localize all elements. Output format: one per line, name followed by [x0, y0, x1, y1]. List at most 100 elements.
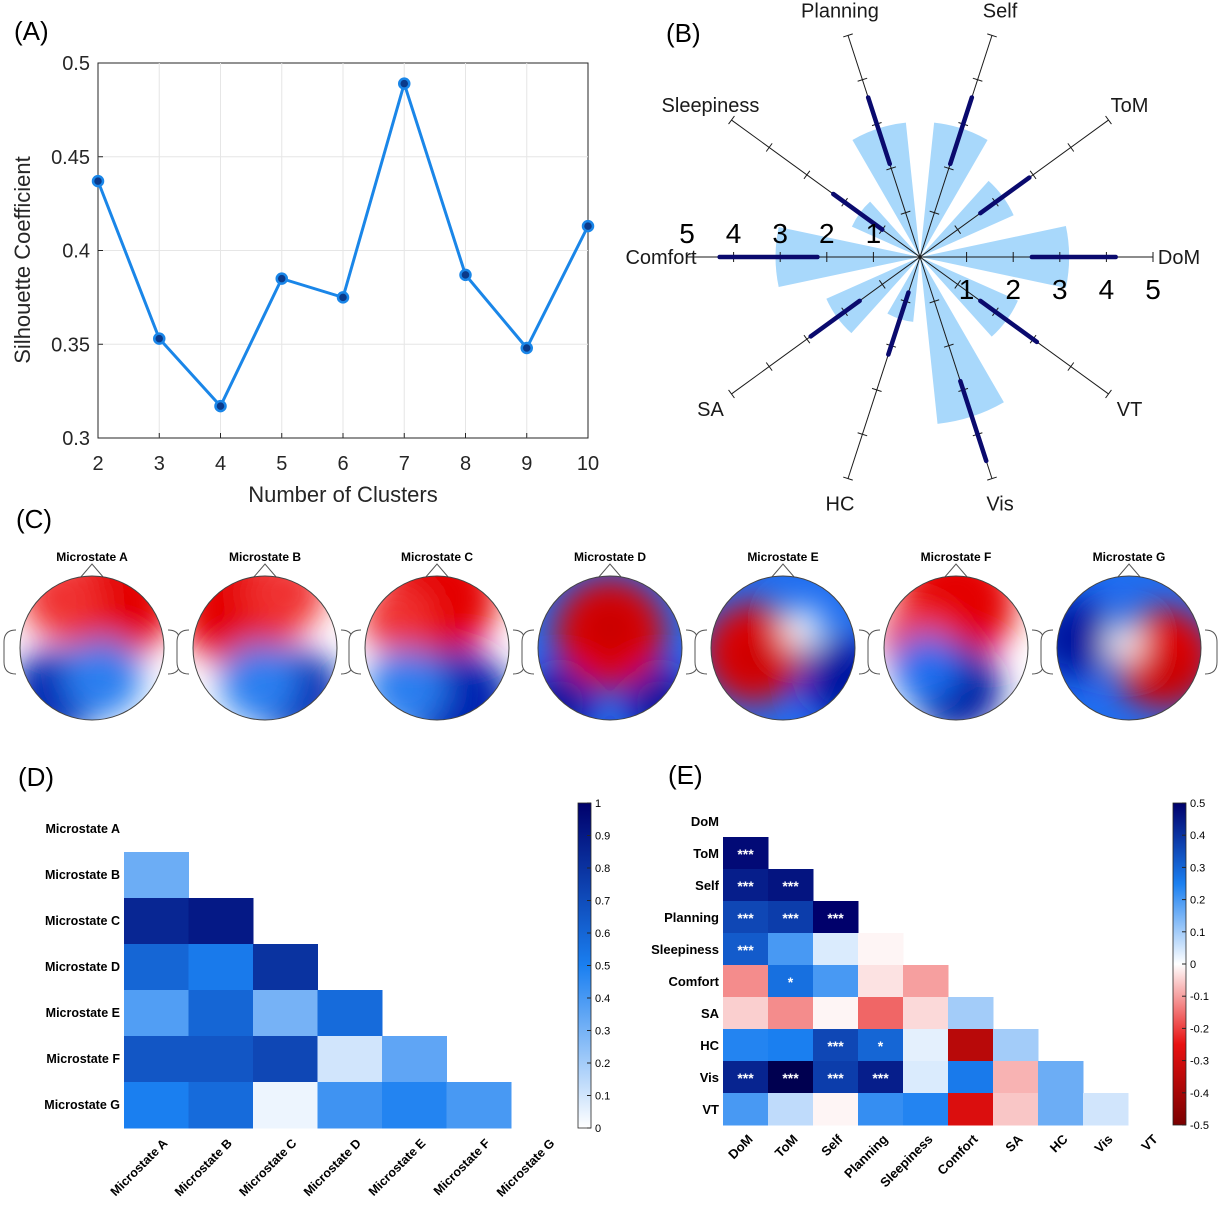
y-tick-label: 0.3 — [62, 428, 90, 450]
heatmap-cell — [813, 1061, 859, 1094]
radial-tick — [1105, 389, 1112, 399]
heatmap-cell — [858, 933, 904, 966]
radial-tick — [857, 77, 868, 82]
column-label: VT — [1138, 1131, 1160, 1153]
data-point — [581, 219, 595, 233]
heatmap-cell — [188, 944, 254, 991]
significance-marker: *** — [782, 878, 799, 894]
heatmap-cell — [813, 997, 859, 1030]
category-label: ToM — [1111, 95, 1149, 117]
row-label: DoM — [691, 814, 719, 829]
x-tick-label: 2 — [92, 453, 103, 475]
colorbar-tick-label: 0.1 — [595, 1091, 610, 1103]
ear-left — [1040, 629, 1054, 675]
heatmap-cell — [124, 944, 189, 991]
category-label: Comfort — [625, 247, 697, 269]
heatmap-cell — [993, 1029, 1039, 1062]
heatmap-cell — [723, 965, 769, 998]
heatmap-cell — [723, 869, 769, 902]
significance-marker: * — [788, 974, 794, 990]
error-bar — [865, 95, 893, 167]
topomap-blob — [220, 643, 300, 720]
column-label: SA — [1002, 1131, 1026, 1155]
heatmap-cell — [858, 997, 904, 1030]
x-tick-label: 7 — [399, 453, 410, 475]
radial-tick-label: 2 — [819, 218, 835, 249]
column-label: Microstate F — [431, 1136, 493, 1198]
topomap — [3, 563, 181, 721]
polar-rating-chart: DoM ToM Self Planning Sleepiness Comfort SA HC V… — [625, 1, 1200, 516]
significance-marker: * — [878, 1038, 884, 1054]
column-label: ToM — [772, 1132, 801, 1161]
significance-marker: *** — [827, 1038, 844, 1054]
significance-marker: *** — [782, 1070, 799, 1086]
y-tick-label: 0.4 — [62, 241, 90, 263]
radial-tick-label: 4 — [726, 218, 742, 249]
column-label: HC — [1047, 1131, 1071, 1155]
radial-tick — [765, 143, 773, 152]
row-label: VT — [702, 1102, 719, 1117]
heatmap-cell — [903, 1093, 949, 1126]
radial-tick — [803, 334, 811, 344]
heatmap-cell — [382, 1082, 447, 1129]
x-tick-label: 6 — [337, 453, 348, 475]
row-label: Planning — [664, 910, 719, 925]
heatmap-cell — [723, 901, 769, 934]
column-label: Microstate A — [108, 1136, 171, 1199]
radial-tick — [765, 362, 773, 371]
radial-tick — [1029, 170, 1037, 180]
significance-marker: *** — [782, 910, 799, 926]
significance-marker: *** — [737, 846, 754, 862]
row-label: Microstate E — [46, 1006, 120, 1020]
polar-bar — [920, 180, 1014, 257]
data-point — [520, 341, 533, 355]
heatmap-cell — [768, 1061, 814, 1094]
radial-tick — [843, 33, 853, 38]
heatmap-cell — [253, 990, 318, 1037]
radial-tick — [987, 476, 997, 481]
topomap-blob — [1144, 648, 1194, 698]
topomap — [176, 563, 354, 721]
heatmap-cell — [903, 965, 949, 998]
category-label: HC — [826, 493, 855, 515]
head-outline — [710, 575, 856, 721]
radial-tick — [728, 389, 735, 399]
heatmap-cell — [768, 965, 814, 998]
colorbar-tick-label: 0.7 — [595, 896, 610, 908]
topomap-blob — [538, 668, 595, 720]
column-label: DoM — [725, 1132, 756, 1163]
topomap-fill — [538, 576, 682, 720]
radial-tick — [954, 280, 962, 289]
radial-tick — [728, 115, 735, 125]
colorbar-tick-label: 0.4 — [1190, 830, 1205, 842]
radial-tick — [843, 476, 853, 481]
data-point — [214, 399, 227, 413]
microstate-topomaps: Microstate A Microstate B Microstate C Micr… — [3, 550, 1218, 721]
category-label: SA — [697, 399, 724, 421]
error-bar — [947, 95, 975, 167]
heatmap-cell — [253, 1036, 318, 1083]
polar-bar — [826, 257, 920, 334]
topomap-blob — [625, 668, 682, 720]
y-tick-label: 0.45 — [51, 147, 90, 169]
radial-tick — [954, 225, 962, 234]
significance-marker: *** — [737, 1070, 754, 1086]
head-outline — [192, 575, 338, 721]
topomap-blob — [728, 633, 778, 683]
polar-bar — [920, 257, 1004, 424]
heatmap-cell — [858, 1029, 904, 1062]
panel-label-a: (A) — [14, 16, 49, 46]
heatmap-cell — [813, 933, 859, 966]
heatmap-cell — [124, 898, 189, 945]
heatmap-cell — [188, 990, 254, 1037]
heatmap-cell — [317, 990, 383, 1037]
radial-tick — [871, 387, 882, 392]
row-label: Self — [695, 878, 720, 893]
error-bar — [978, 175, 1032, 216]
radial-tick — [886, 166, 897, 171]
column-label: Microstate G — [494, 1136, 557, 1199]
heatmap-cell — [948, 1029, 994, 1062]
radial-tick-label: 5 — [679, 218, 695, 249]
